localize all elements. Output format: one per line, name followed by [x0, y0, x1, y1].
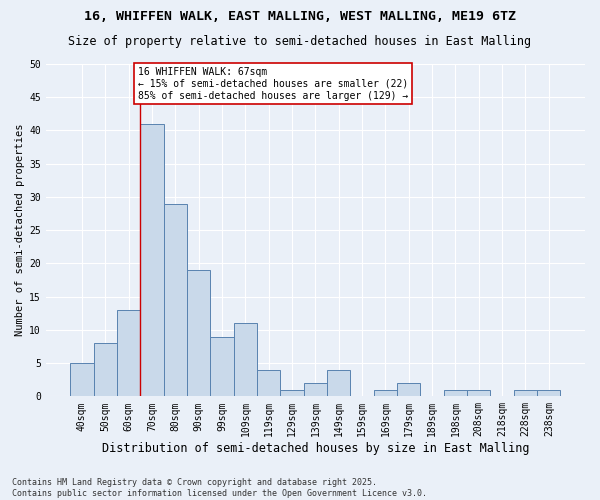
Bar [467, 390, 490, 396]
X-axis label: Distribution of semi-detached houses by size in East Malling: Distribution of semi-detached houses by … [101, 442, 529, 455]
Bar [397, 383, 421, 396]
Bar [280, 390, 304, 396]
Bar [374, 390, 397, 396]
Bar [233, 323, 257, 396]
Text: 16 WHIFFEN WALK: 67sqm
← 15% of semi-detached houses are smaller (22)
85% of sem: 16 WHIFFEN WALK: 67sqm ← 15% of semi-det… [138, 68, 408, 100]
Bar [211, 336, 233, 396]
Bar [140, 124, 164, 396]
Text: Size of property relative to semi-detached houses in East Malling: Size of property relative to semi-detach… [68, 35, 532, 48]
Bar [70, 363, 94, 396]
Bar [444, 390, 467, 396]
Bar [257, 370, 280, 396]
Bar [304, 383, 327, 396]
Bar [94, 343, 117, 396]
Bar [187, 270, 211, 396]
Bar [327, 370, 350, 396]
Bar [537, 390, 560, 396]
Text: Contains HM Land Registry data © Crown copyright and database right 2025.
Contai: Contains HM Land Registry data © Crown c… [12, 478, 427, 498]
Y-axis label: Number of semi-detached properties: Number of semi-detached properties [15, 124, 25, 336]
Bar [514, 390, 537, 396]
Bar [164, 204, 187, 396]
Text: 16, WHIFFEN WALK, EAST MALLING, WEST MALLING, ME19 6TZ: 16, WHIFFEN WALK, EAST MALLING, WEST MAL… [84, 10, 516, 23]
Bar [117, 310, 140, 396]
